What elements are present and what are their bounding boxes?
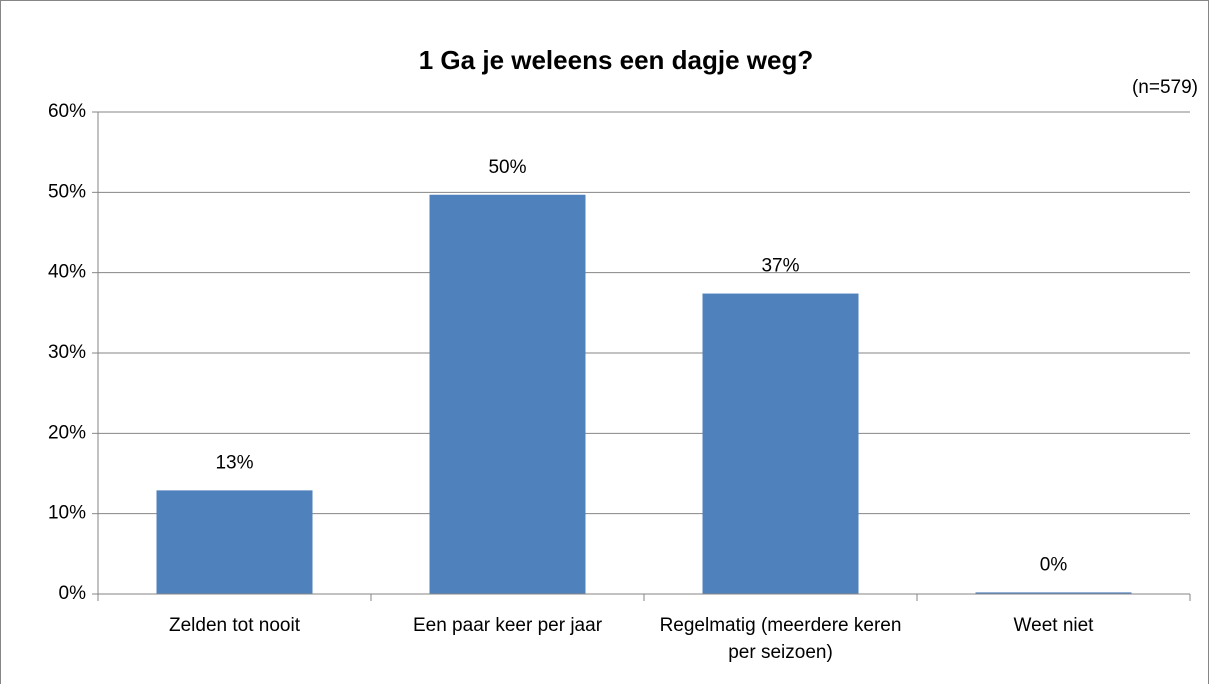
bar [429, 194, 586, 594]
y-tick-label: 30% [48, 342, 86, 363]
y-tick-label: 10% [48, 503, 86, 524]
data-label: 0% [1040, 554, 1068, 575]
x-tick-label: Regelmatig (meerdere keren per seizoen) [659, 615, 902, 663]
y-tick-label: 0% [59, 583, 87, 604]
chart-title: 1 Ga je weleens een dagje weg? [419, 45, 814, 75]
bar [156, 490, 313, 594]
data-label: 37% [761, 256, 799, 277]
y-tick-label: 50% [48, 181, 86, 202]
x-tick-label: Zelden tot nooit [169, 615, 300, 636]
data-label: 50% [488, 157, 526, 178]
x-tick-label: Weet niet [1013, 615, 1094, 636]
bar [702, 293, 859, 594]
y-tick-label: 60% [48, 101, 86, 122]
y-tick-label: 20% [48, 422, 86, 443]
data-label: 13% [215, 452, 253, 473]
x-tick-label: Een paar keer per jaar [412, 615, 603, 636]
sample-size-note: (n=579) [1132, 77, 1198, 98]
y-tick-label: 40% [48, 262, 86, 283]
bar [975, 592, 1132, 594]
